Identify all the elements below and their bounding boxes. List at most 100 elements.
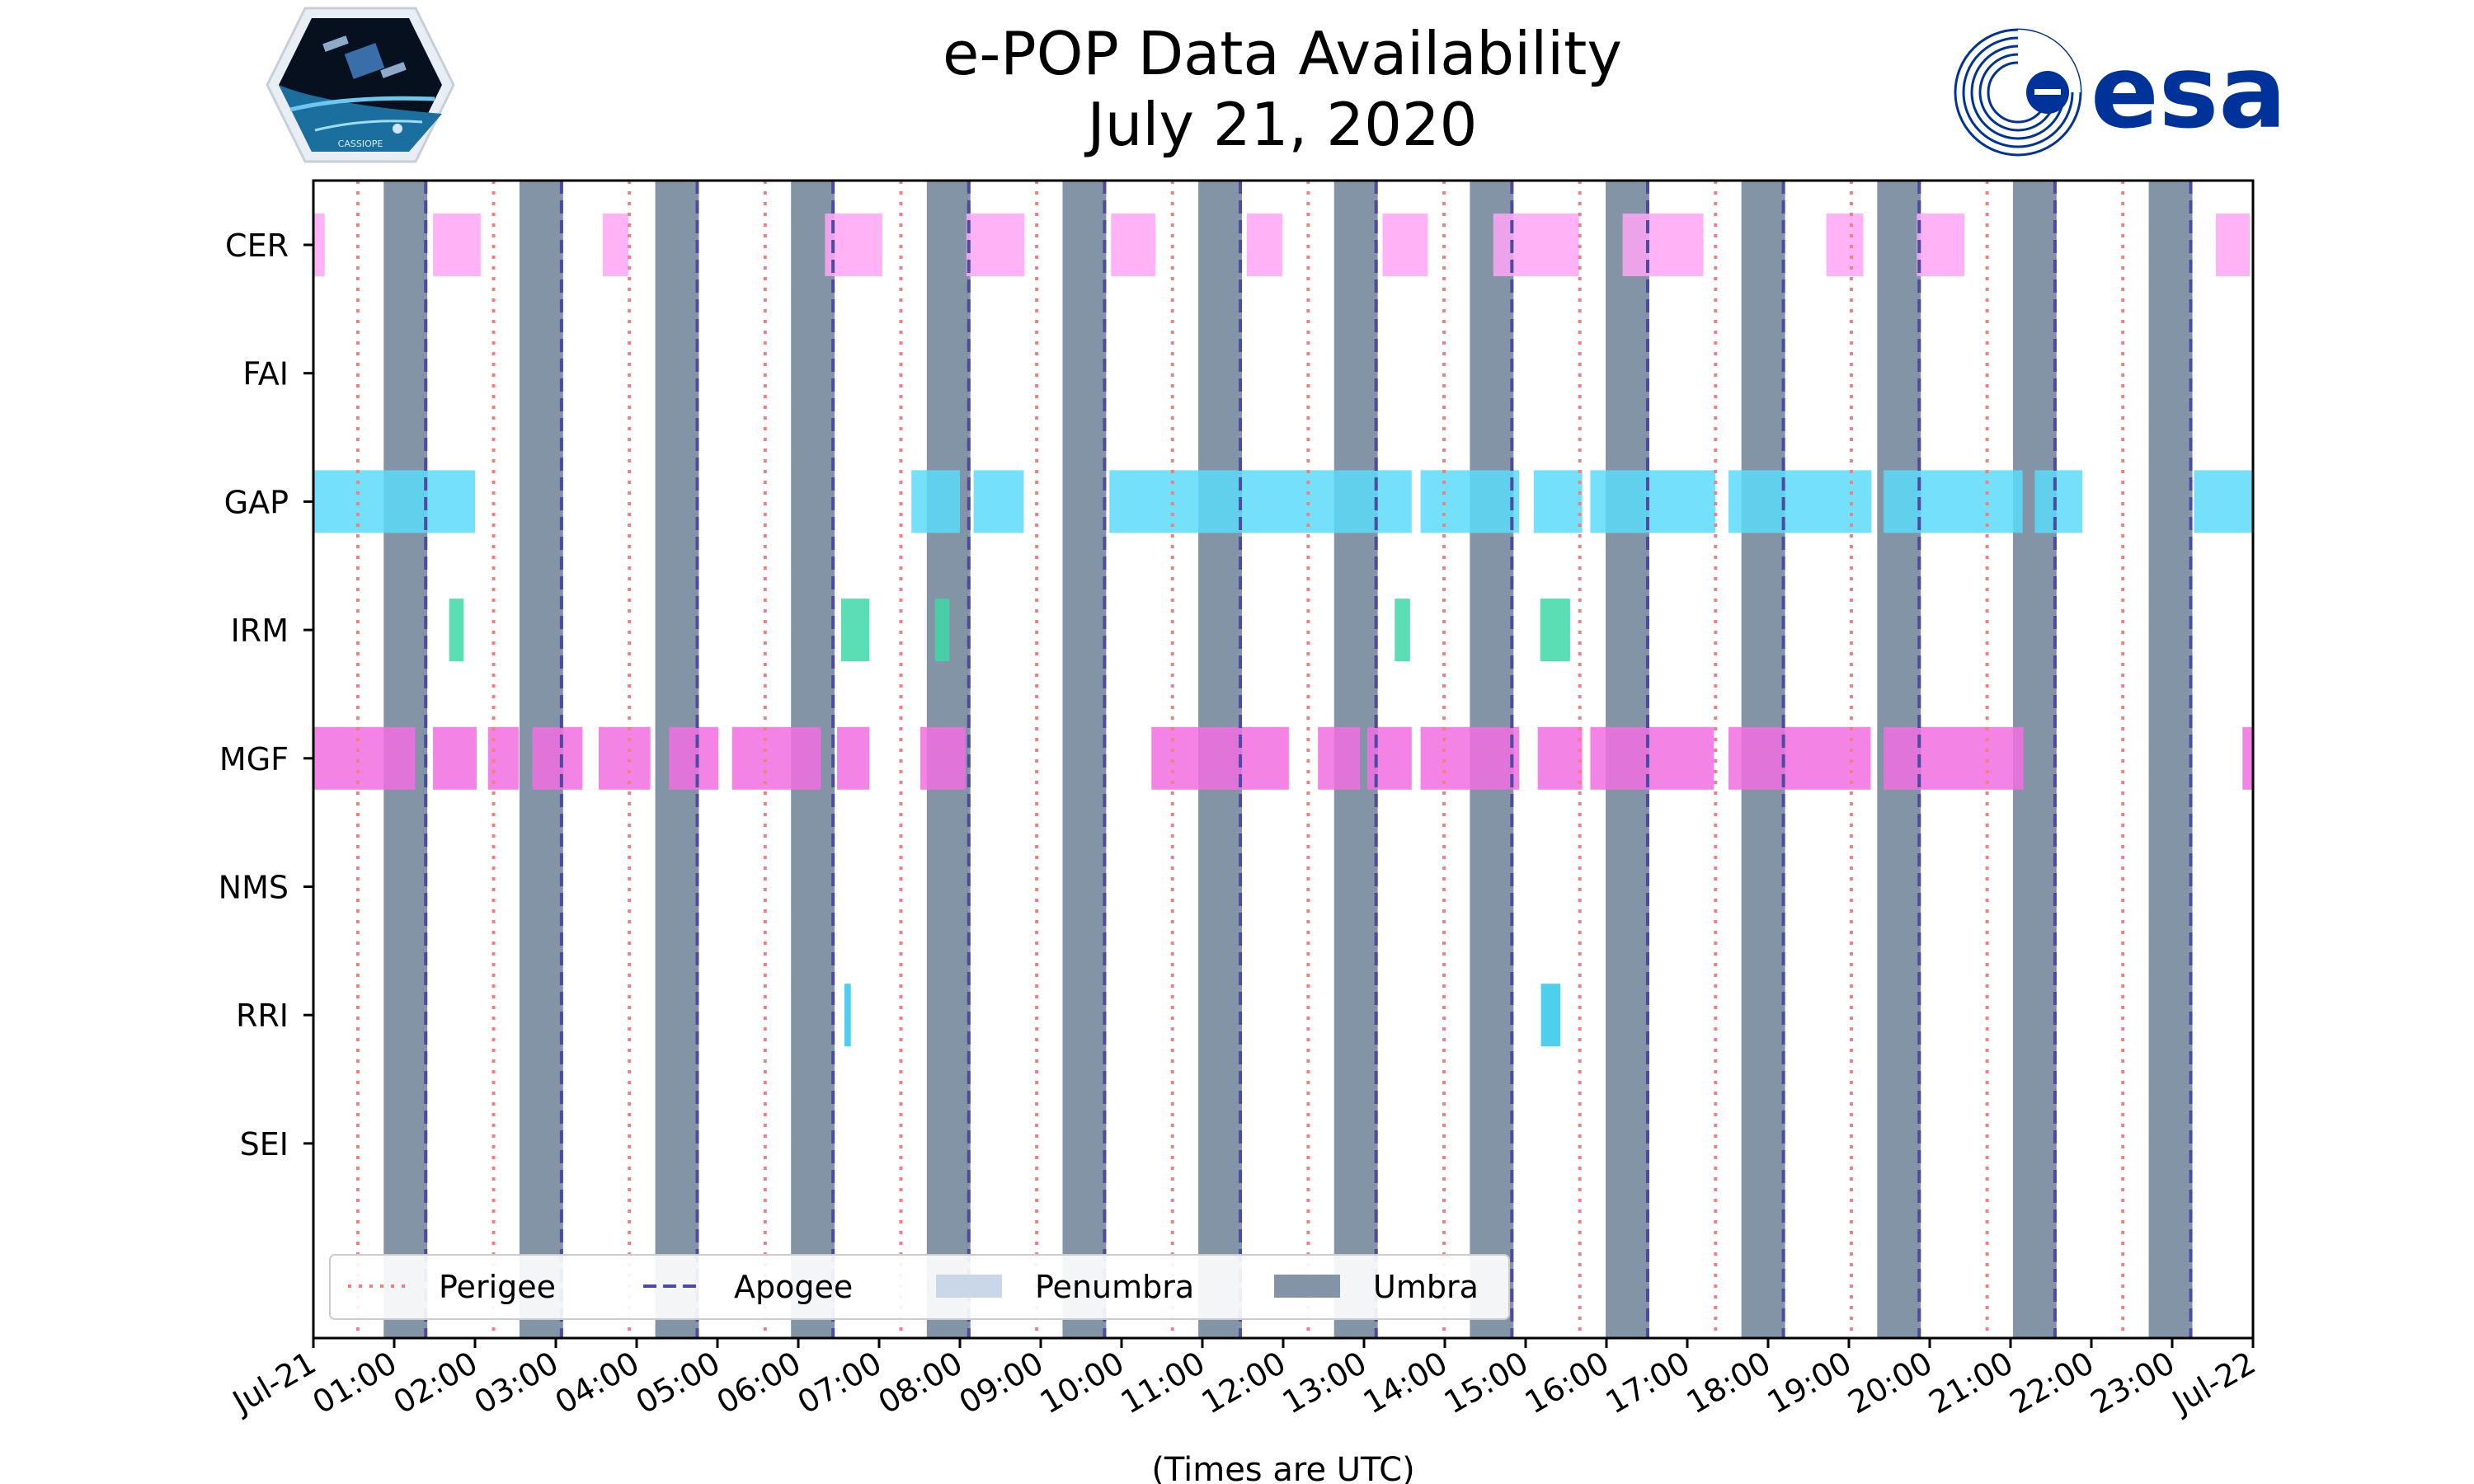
legend-label-umbra: Umbra [1373, 1269, 1479, 1305]
umbra-band [2148, 181, 2193, 1338]
chart-subtitle: July 21, 2020 [1087, 90, 1478, 159]
x-axis-label: (Times are UTC) [1151, 1451, 1414, 1484]
y-tick-label-sei: SEI [240, 1126, 289, 1162]
x-tick-label: 07:00 [792, 1345, 888, 1421]
x-tick-label: 18:00 [1681, 1345, 1777, 1421]
availability-bar-mgf [669, 726, 718, 790]
x-tick-label: 20:00 [1842, 1345, 1939, 1421]
availability-bar-irm [1395, 599, 1410, 662]
availability-bar-irm [840, 599, 870, 662]
availability-bar-mgf [487, 726, 519, 790]
availability-bar-rri [844, 984, 851, 1047]
x-tick-label: 16:00 [1519, 1345, 1616, 1421]
x-tick-label: 01:00 [307, 1345, 403, 1421]
x-tick-label: 22:00 [2004, 1345, 2100, 1421]
x-tick-label: 04:00 [549, 1345, 646, 1421]
availability-bar-cer [433, 214, 481, 276]
availability-bar-mgf [1318, 726, 1361, 790]
availability-bar-cer [1826, 214, 1864, 276]
availability-bar-gap [973, 470, 1024, 533]
chart-title: e-POP Data Availability [943, 19, 1622, 88]
esa-logo: esa [1954, 28, 2287, 157]
availability-bar-gap [1109, 470, 1412, 533]
legend-penumbra-swatch [936, 1275, 1002, 1298]
availability-bar-cer [1622, 214, 1704, 276]
x-tick-label: 15:00 [1438, 1345, 1535, 1421]
x-tick-label: 09:00 [953, 1345, 1050, 1421]
availability-bar-cer [1246, 214, 1283, 276]
availability-bar-gap [2034, 470, 2083, 533]
legend-label-perigee: Perigee [439, 1269, 556, 1305]
availability-bar-mgf [1590, 726, 1714, 790]
cassiope-logo: CASSIOPE [266, 7, 455, 163]
legend-label-apogee: Apogee [734, 1269, 853, 1305]
umbra-band [1062, 181, 1107, 1338]
availability-bar-mgf [1151, 726, 1289, 790]
availability-bar-mgf [1537, 726, 1583, 790]
x-tick-label: 02:00 [388, 1345, 484, 1421]
availability-bar-cer [1111, 214, 1156, 276]
y-tick-label-cer: CER [225, 228, 289, 264]
availability-bar-gap [911, 470, 960, 533]
y-tick-label-fai: FAI [242, 356, 289, 392]
availability-bar-mgf [1366, 726, 1412, 790]
availability-bar-mgf [1884, 726, 2024, 790]
availability-bar-cer [1917, 214, 1965, 276]
x-tick-label: Jul-21 [225, 1345, 322, 1421]
x-tick-label: 11:00 [1115, 1345, 1211, 1421]
x-tick-label: 19:00 [1761, 1345, 1858, 1421]
availability-bar-cer [1493, 214, 1579, 276]
availability-bar-gap [1728, 470, 1872, 533]
availability-bar-cer [1382, 214, 1428, 276]
legend-label-penumbra: Penumbra [1035, 1269, 1194, 1305]
orbit-lines [355, 181, 2193, 1338]
x-tick-label: 13:00 [1277, 1345, 1373, 1421]
availability-bar-irm [449, 599, 464, 662]
availability-bar-cer [966, 214, 1025, 276]
y-tick-label-nms: NMS [219, 870, 289, 906]
x-tick-label: 03:00 [468, 1345, 565, 1421]
y-tick-label-mgf: MGF [219, 741, 289, 777]
x-tick-label: Jul-22 [2165, 1345, 2261, 1421]
availability-bar-irm [1540, 599, 1570, 662]
availability-bar-mgf [598, 726, 651, 790]
x-tick-label: 05:00 [630, 1345, 727, 1421]
availability-bar-gap [313, 470, 475, 533]
y-tick-label-irm: IRM [231, 613, 289, 649]
availability-bar-mgf [313, 726, 416, 790]
y-axis: CER FAI GAP IRM MGF NMS RRI SEI [219, 228, 313, 1162]
esa-logo-text: esa [2091, 34, 2287, 151]
legend-frame [329, 1254, 1510, 1320]
cassiope-logo-text: CASSIOPE [338, 139, 383, 149]
availability-bar-gap [1884, 470, 2023, 533]
availability-bar-mgf [837, 726, 870, 790]
availability-bar-rri [1540, 984, 1561, 1047]
x-tick-label: 17:00 [1600, 1345, 1696, 1421]
availability-bar-mgf [1728, 726, 1871, 790]
x-tick-label: 14:00 [1357, 1345, 1454, 1421]
x-tick-label: 10:00 [1034, 1345, 1131, 1421]
legend-umbra-swatch [1274, 1275, 1340, 1298]
x-tick-label: 12:00 [1196, 1345, 1292, 1421]
availability-bar-cer [602, 214, 629, 276]
availability-bar-gap [1420, 470, 1520, 533]
availability-bar-mgf [920, 726, 966, 790]
availability-bar-mgf [433, 726, 477, 790]
availability-bars [313, 214, 2253, 1047]
x-tick-label: 21:00 [1923, 1345, 2020, 1421]
availability-bar-cer [313, 214, 325, 276]
x-tick-label: 06:00 [711, 1345, 807, 1421]
y-tick-label-rri: RRI [236, 998, 289, 1034]
x-tick-label: 08:00 [872, 1345, 969, 1421]
legend: Perigee Apogee Penumbra Umbra [329, 1254, 1510, 1320]
chart-title-block: e-POP Data Availability July 21, 2020 [0, 18, 2474, 160]
availability-bar-mgf [2242, 726, 2253, 790]
availability-bar-irm [934, 599, 950, 662]
availability-bar-mgf [1420, 726, 1520, 790]
availability-bar-mgf [532, 726, 583, 790]
x-tick-label: 23:00 [2085, 1345, 2181, 1421]
availability-bar-gap [2194, 470, 2253, 533]
availability-bar-mgf [731, 726, 821, 790]
availability-bar-gap [1590, 470, 1716, 533]
